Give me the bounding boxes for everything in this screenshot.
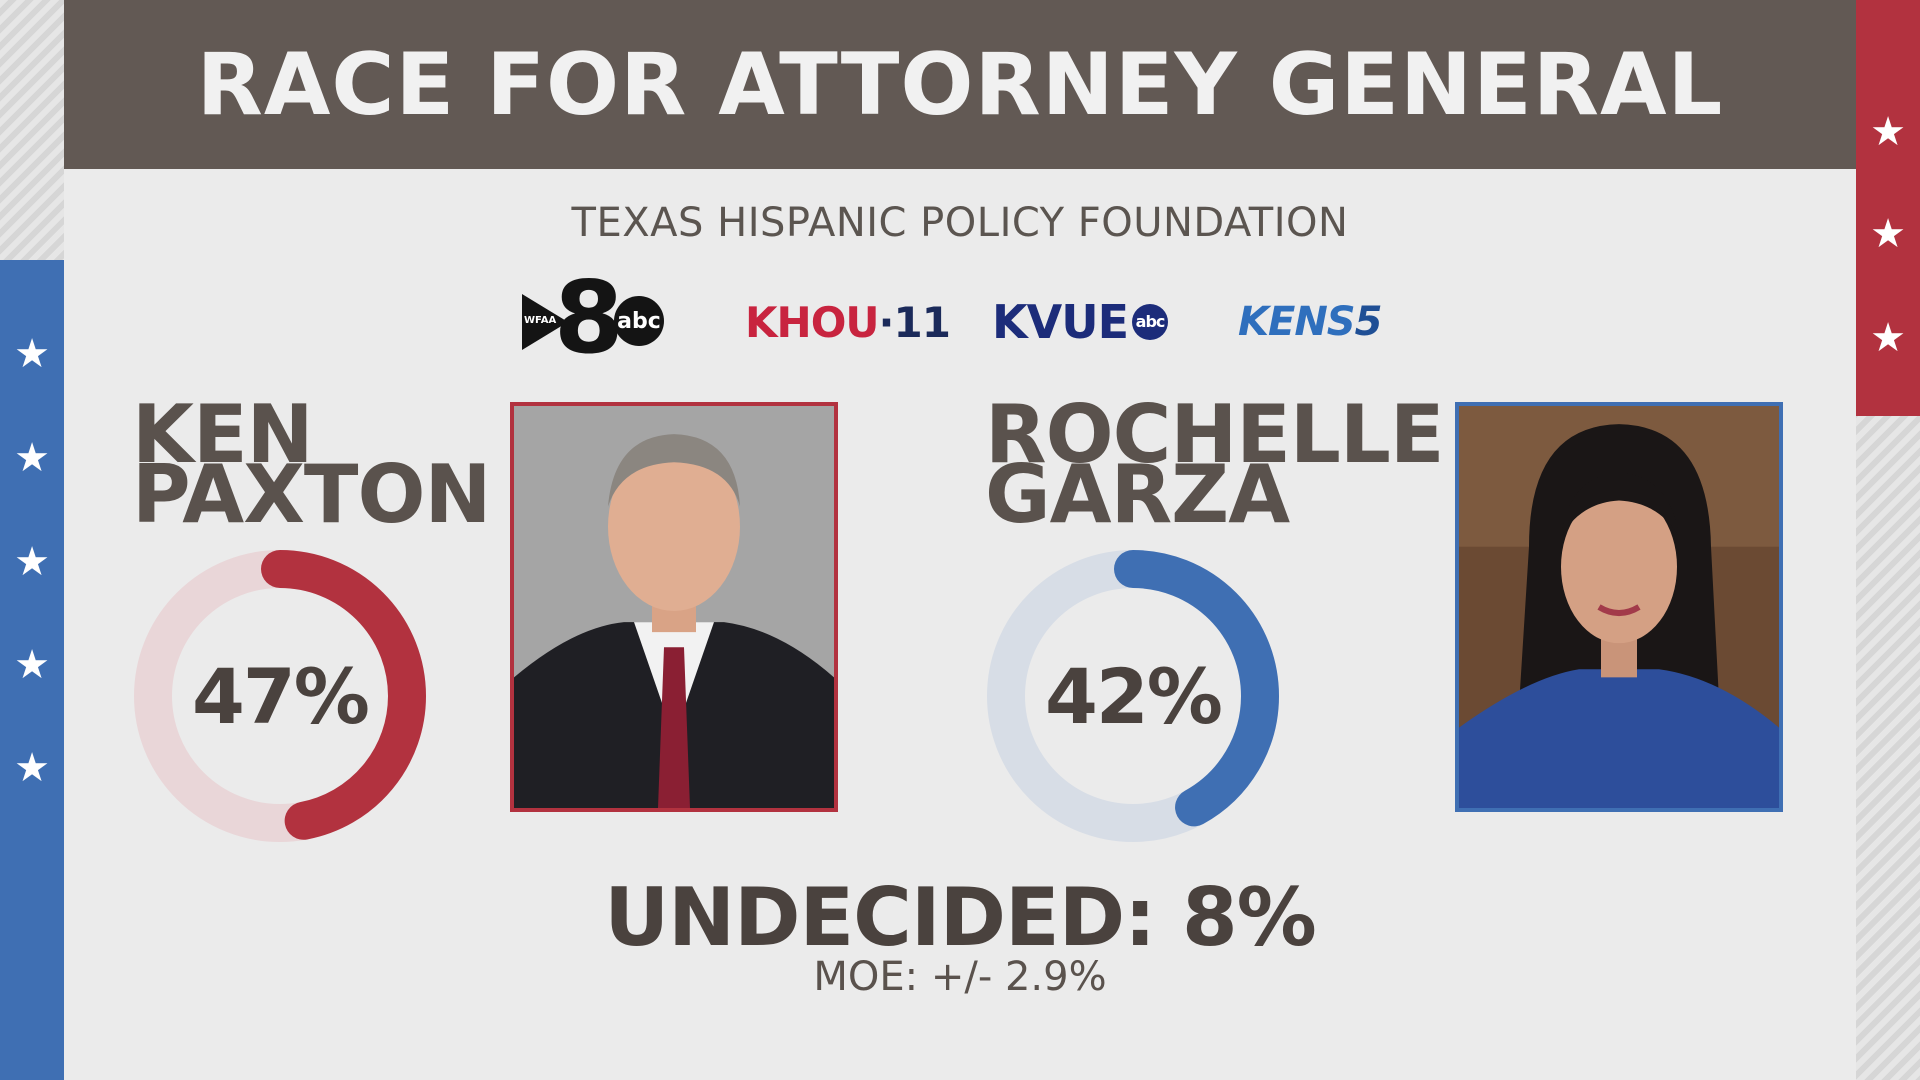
undecided-result: UNDECIDED: 8% (64, 868, 1856, 968)
garza-percent-donut: 42% (985, 548, 1281, 844)
right-flag-stripe: ★ ★ ★ (1856, 0, 1920, 416)
donut-value-arc (987, 550, 1279, 842)
kvue-logo: KVUE abc (992, 282, 1169, 362)
poll-source: TEXAS HISPANIC POLICY FOUNDATION (571, 200, 1349, 246)
margin-of-error: MOE: +/- 2.9% (813, 954, 1107, 1000)
star-icon: ★ (1870, 211, 1906, 257)
left-flag-stripe: ★ ★ ★ ★ ★ (0, 260, 64, 1080)
star-icon: ★ (1870, 109, 1906, 155)
play-triangle-icon (522, 294, 568, 350)
candidate-photo-garza (1455, 402, 1783, 812)
page-title: RACE FOR ATTORNEY GENERAL (196, 34, 1724, 135)
percent-label: 42% (1045, 651, 1223, 741)
undecided-label: UNDECIDED: (604, 871, 1156, 964)
star-icon: ★ (1870, 315, 1906, 361)
donut-value-arc (134, 550, 426, 842)
star-icon: ★ (14, 331, 50, 377)
star-icon: ★ (14, 745, 50, 791)
abc-badge: abc (1132, 304, 1169, 340)
paxton-percent-donut: 47% (132, 548, 428, 844)
wfaa-logo: WFAA 8 abc (520, 268, 670, 368)
candidate-photo-paxton (510, 402, 838, 812)
candidate-name-paxton: KEN PAXTON (132, 388, 491, 541)
candidate-name-garza: ROCHELLE GARZA (985, 388, 1445, 541)
title-bar: RACE FOR ATTORNEY GENERAL (64, 0, 1856, 169)
star-icon: ★ (14, 435, 50, 481)
abc-badge: abc (614, 296, 664, 346)
channel-number: 8 (554, 259, 624, 376)
star-icon: ★ (14, 642, 50, 688)
percent-label: 47% (192, 651, 370, 741)
kens-logo: KENS 5 (1238, 299, 1382, 345)
khou-logo: KHOU · 11 (745, 297, 951, 347)
star-icon: ★ (14, 539, 50, 585)
undecided-value: 8% (1181, 871, 1317, 964)
